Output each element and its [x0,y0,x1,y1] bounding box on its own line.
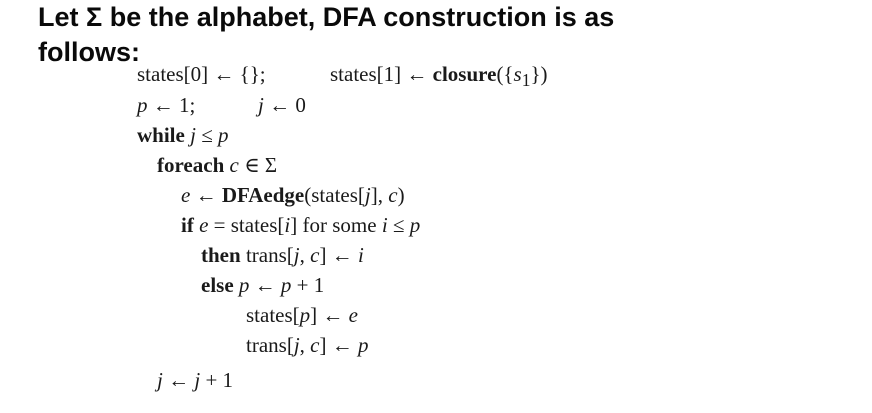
heading: Let Σ be the alphabet, DFA construction … [38,0,838,70]
algo-line-increment: j ← j + 1 [157,368,234,392]
heading-line-1: Let Σ be the alphabet, DFA construction … [38,2,615,32]
algo-line-1b: states[1] ← closure({s1}) [330,62,548,91]
heading-line-2: follows: [38,37,140,67]
algo-line-2b: j ← 0 [258,93,306,117]
algo-line-states-assign: states[p] ← e [246,303,358,327]
algo-line-trans-assign: trans[j, c] ← p [246,333,369,357]
algo-line-if: if e = states[i] for some i ≤ p [181,213,421,237]
algo-line-else: else p ← p + 1 [201,273,325,297]
algo-line-2a: p ← 1; [137,93,196,117]
algo-line-1a: states[0] ← {}; [137,62,266,86]
algo-line-foreach: foreach c ∈ Σ [157,153,278,177]
algo-line-then: then trans[j, c] ← i [201,243,364,267]
algo-line-while: while j ≤ p [137,123,229,147]
algo-line-dfaedge: e ← DFAedge(states[j], c) [181,183,405,207]
